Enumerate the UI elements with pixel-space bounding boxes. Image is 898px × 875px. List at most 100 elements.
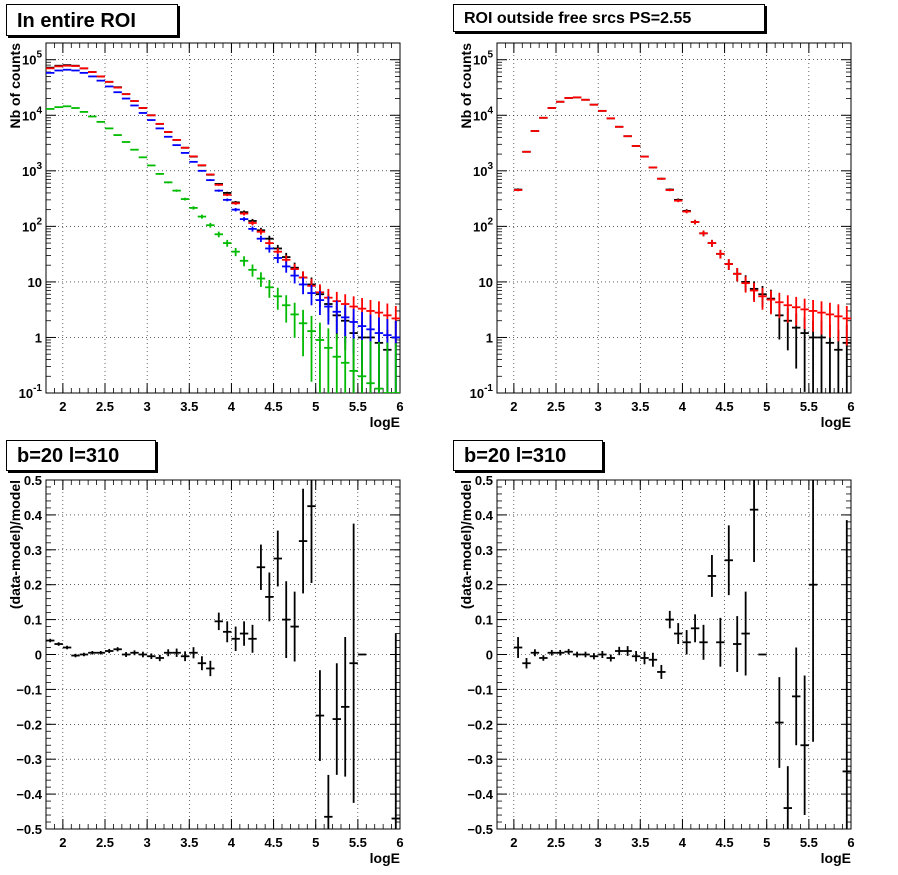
data-point [383,342,392,393]
y-tick-label: −0.5 [467,822,493,837]
data-point [716,249,725,259]
x-tick-label: 2.5 [96,835,114,850]
data-point [307,480,316,583]
data-point [180,152,190,154]
data-point [239,621,249,646]
data-point [96,120,105,123]
y-tick-label: 0.5 [475,473,493,488]
x-tick-label: 5.5 [800,399,818,414]
data-point [547,649,556,656]
data-point [808,320,818,393]
data-point [665,188,674,192]
data-series [46,68,400,393]
data-point [121,141,131,143]
data-point [214,183,223,186]
data-point [265,279,274,298]
y-axis-label: (data-model)/model [7,480,23,609]
data-point [513,188,523,192]
data-point [71,653,80,658]
data-point [155,127,164,130]
data-point [539,655,548,661]
x-tick-label: 3.5 [180,835,198,850]
x-tick-label: 5.5 [349,399,367,414]
y-tick-label: −0.5 [16,822,42,837]
data-point [657,664,666,679]
data-point [391,343,400,393]
data-point [197,164,207,167]
y-tick-label: 0.4 [24,508,43,523]
data-point [265,572,274,622]
data-point [741,591,750,676]
y-tick-label: 10-1 [19,383,43,401]
data-point [539,116,548,119]
data-point [699,230,708,237]
data-point [290,302,299,338]
data-point [606,117,615,120]
y-tick-label: 10 [479,275,493,290]
data-point [530,130,540,132]
data-point [724,525,733,596]
data-point [589,653,599,660]
y-tick-label: 10-1 [470,383,494,401]
y-tick-label: 0.3 [475,543,493,558]
data-point [197,214,207,219]
x-tick-label: 4.5 [716,835,734,850]
data-point [623,135,632,138]
data-point [256,235,266,243]
data-point [842,520,851,829]
grid [46,480,401,829]
data-point [130,148,139,151]
data-point [682,209,691,214]
x-axis-label: logE [370,414,400,430]
y-tick-label: 0.1 [475,613,493,628]
data-point [298,488,308,594]
x-tick-label: 2 [59,399,66,414]
data-point [180,197,190,201]
data-point [341,336,350,393]
data-point [239,256,249,267]
data-point [741,276,750,293]
data-point [556,649,565,656]
x-tick-label: 5 [763,835,770,850]
data-point [657,177,666,180]
data-point [766,290,776,315]
data-point [800,298,809,330]
data-point [615,125,624,128]
data-point [147,653,156,660]
data-point [298,277,308,295]
data-point [825,302,835,338]
data-point [164,135,173,138]
data-point [716,617,725,667]
x-tick-label: 2 [510,835,517,850]
y-tick-label: 105 [22,50,42,68]
data-point [88,651,97,655]
x-tick-label: 2.5 [547,835,565,850]
y-axis-label: (data-model)/model [458,480,474,609]
data-point [155,654,164,662]
data-point [315,670,325,761]
data-point [391,633,400,829]
x-axis-label: logE [821,850,851,866]
x-axis-label: logE [821,414,851,430]
x-tick-label: 2.5 [96,399,114,414]
grid [497,480,852,829]
data-point [324,296,333,325]
x-tick-label: 3.5 [631,399,649,414]
data-point [206,222,215,228]
data-point [808,480,818,742]
x-tick-label: 4.5 [265,835,283,850]
y-tick-label: −0.3 [467,752,493,767]
x-tick-label: 4.5 [716,399,734,414]
data-point [138,156,148,159]
data-point [172,189,181,192]
data-point [239,217,249,222]
x-tick-label: 5.5 [800,835,818,850]
data-point [105,127,114,130]
data-point [239,211,249,216]
data-point [214,612,223,631]
data-point [775,292,784,319]
data-point [674,199,683,203]
x-tick-label: 4 [228,835,236,850]
data-point [231,207,240,212]
